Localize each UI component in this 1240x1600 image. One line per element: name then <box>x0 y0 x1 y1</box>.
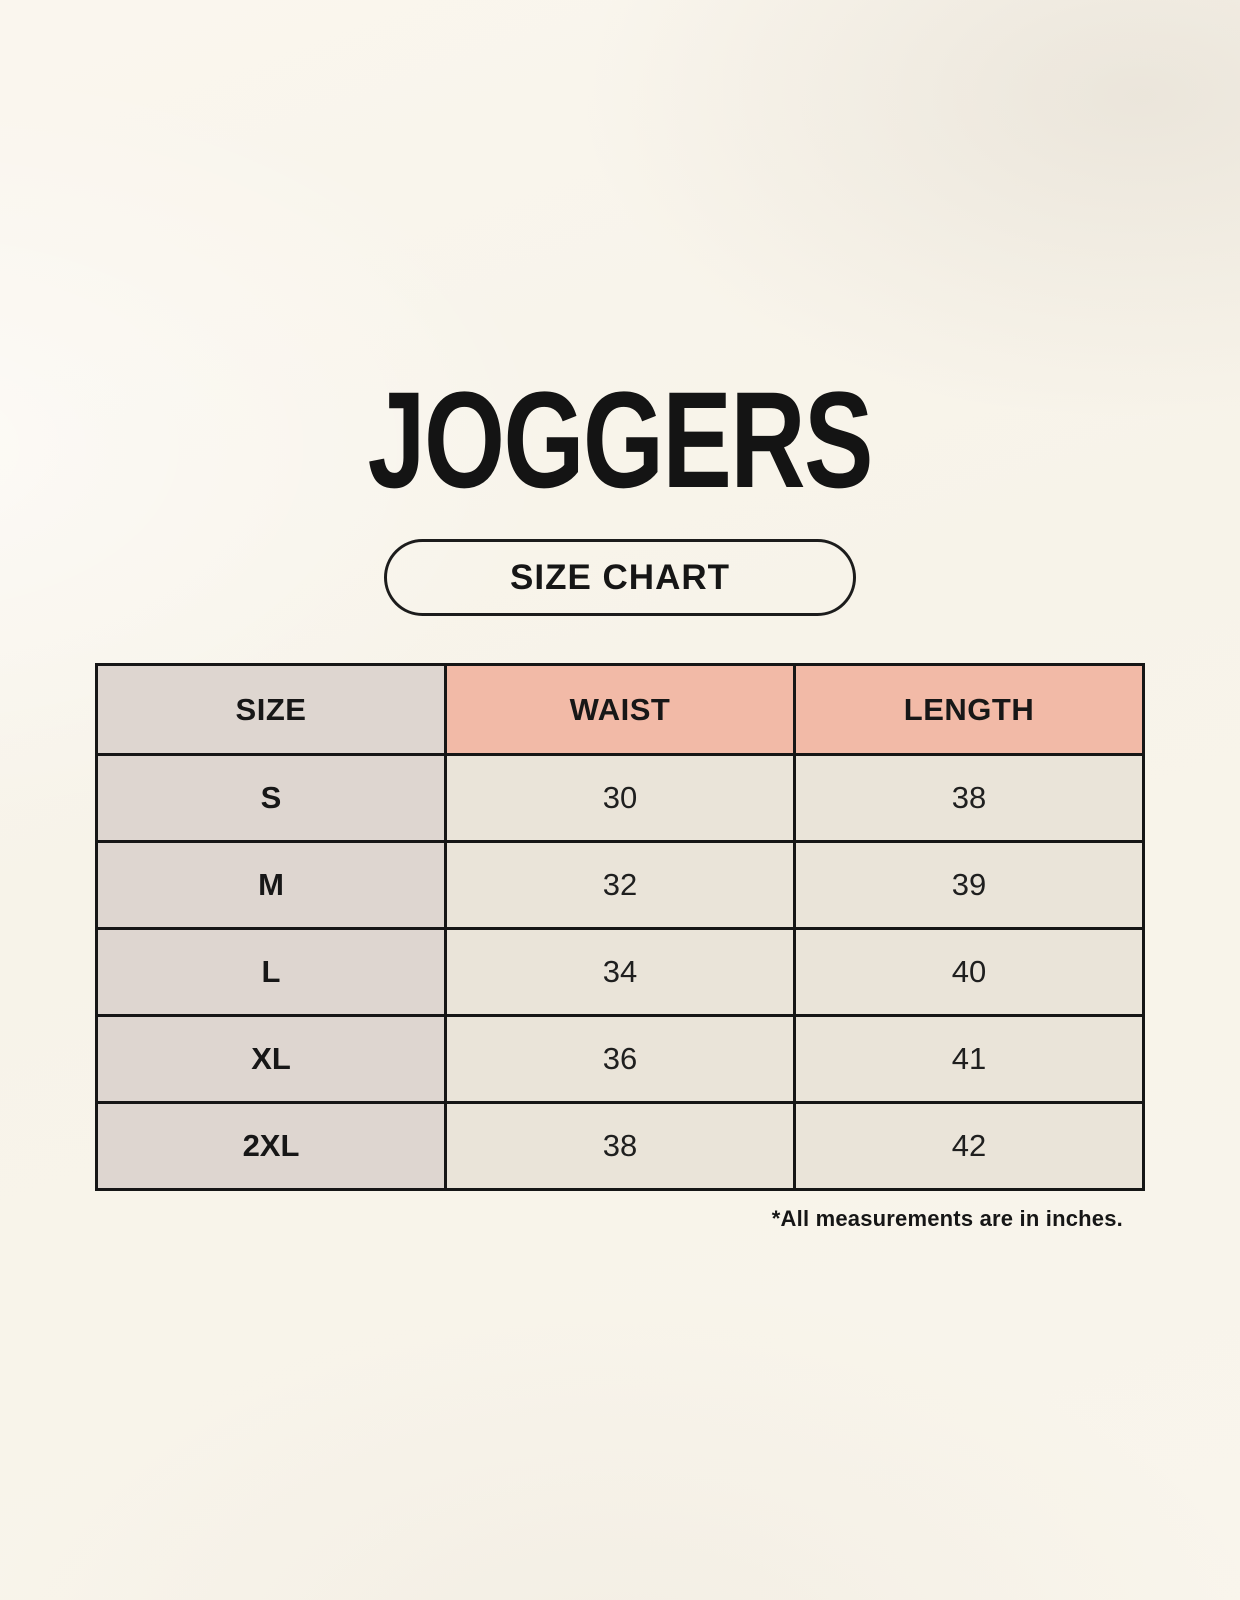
size-cell: 2XL <box>95 1101 447 1191</box>
size-table-body: S 30 38 M 32 39 L 34 40 XL 36 41 2XL 38 <box>95 753 1145 1191</box>
table-row-l: L 34 40 <box>95 927 1145 1017</box>
size-chart-badge: SIZE CHART <box>384 539 856 616</box>
size-cell: S <box>95 753 447 843</box>
length-cell: 39 <box>793 840 1145 930</box>
length-cell: 42 <box>793 1101 1145 1191</box>
size-table: SIZE WAIST LENGTH S 30 38 M 32 39 L 34 4… <box>95 663 1145 1191</box>
size-cell: L <box>95 927 447 1017</box>
table-row-s: S 30 38 <box>95 753 1145 843</box>
page-title: JOGGERS <box>0 0 1240 509</box>
size-table-header: SIZE WAIST LENGTH <box>95 663 1145 756</box>
waist-cell: 36 <box>444 1014 796 1104</box>
waist-cell: 34 <box>444 927 796 1017</box>
length-cell: 40 <box>793 927 1145 1017</box>
size-chart-badge-label: SIZE CHART <box>510 557 730 597</box>
waist-cell: 30 <box>444 753 796 843</box>
column-header-length: LENGTH <box>793 663 1145 756</box>
measurements-footnote: *All measurements are in inches. <box>771 1206 1123 1231</box>
column-header-size: SIZE <box>95 663 447 756</box>
length-cell: 41 <box>793 1014 1145 1104</box>
size-cell: M <box>95 840 447 930</box>
waist-cell: 32 <box>444 840 796 930</box>
waist-cell: 38 <box>444 1101 796 1191</box>
table-row-m: M 32 39 <box>95 840 1145 930</box>
page-title-text: JOGGERS <box>367 364 874 517</box>
table-row-2xl: 2XL 38 42 <box>95 1101 1145 1191</box>
table-row-xl: XL 36 41 <box>95 1014 1145 1104</box>
length-cell: 38 <box>793 753 1145 843</box>
column-header-waist: WAIST <box>444 663 796 756</box>
size-cell: XL <box>95 1014 447 1104</box>
header-row: SIZE WAIST LENGTH <box>95 663 1145 756</box>
